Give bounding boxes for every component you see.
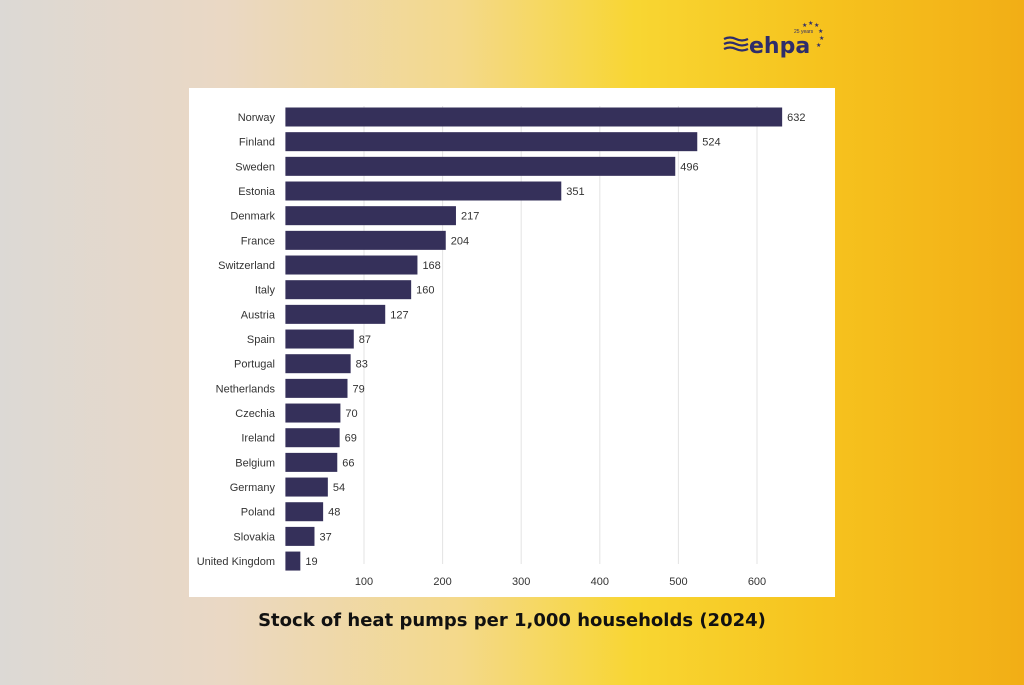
category-label: Netherlands (216, 383, 276, 395)
data-label: 79 (352, 383, 364, 395)
bar (285, 255, 418, 275)
x-tick-label: 300 (512, 576, 530, 588)
data-label: 217 (461, 211, 479, 223)
bar (285, 230, 446, 250)
category-label: Germany (230, 482, 276, 494)
category-label: Ireland (241, 433, 275, 445)
data-label: 54 (333, 482, 345, 494)
svg-text:★: ★ (819, 35, 824, 42)
bar (285, 551, 301, 571)
svg-text:★: ★ (814, 22, 819, 29)
category-label: Portugal (234, 359, 275, 371)
category-label: Slovakia (233, 531, 275, 543)
bar (285, 452, 338, 472)
data-label: 87 (359, 334, 371, 346)
category-label: Italy (255, 285, 276, 297)
chart-caption: Stock of heat pumps per 1,000 households… (258, 610, 766, 631)
bar (285, 206, 456, 226)
data-label: 83 (356, 359, 368, 371)
svg-text:★: ★ (818, 28, 823, 35)
category-label: Denmark (230, 211, 275, 223)
category-label: Austria (241, 309, 276, 321)
category-label: Spain (247, 334, 275, 346)
data-label: 66 (342, 457, 354, 469)
bar (285, 329, 354, 349)
data-label: 524 (702, 137, 720, 149)
x-tick-label: 600 (748, 576, 766, 588)
category-label: Estonia (238, 186, 276, 198)
data-label: 632 (787, 112, 805, 124)
data-label: 70 (345, 408, 357, 420)
bar (285, 354, 351, 374)
data-label: 69 (345, 433, 357, 445)
category-label: Czechia (235, 408, 276, 420)
bar (285, 378, 348, 398)
data-label: 37 (319, 531, 331, 543)
data-label: 168 (422, 260, 440, 272)
data-label: 160 (416, 285, 434, 297)
bar-chart: 100 200 300 400 500 600 Norway 632 Finland 524 Swe… (197, 106, 806, 588)
bar (285, 181, 562, 201)
x-tick-label: 400 (591, 576, 609, 588)
bar (285, 107, 783, 127)
bar (285, 156, 676, 176)
svg-text:★: ★ (808, 20, 813, 27)
bar (285, 477, 328, 497)
category-label: France (241, 235, 275, 247)
svg-text:★: ★ (816, 42, 821, 49)
x-tick-label: 100 (355, 576, 373, 588)
category-label: Switzerland (218, 260, 275, 272)
svg-text:★: ★ (802, 22, 807, 29)
data-label: 48 (328, 507, 340, 519)
category-label: Sweden (235, 161, 275, 173)
category-label: Norway (238, 112, 276, 124)
bar (285, 502, 324, 522)
data-label: 19 (305, 556, 317, 568)
svg-text:ehpa: ehpa (749, 34, 810, 59)
data-label: 204 (451, 235, 469, 247)
bar (285, 428, 340, 448)
x-tick-label: 500 (669, 576, 687, 588)
bar (285, 280, 412, 300)
x-tick-label: 200 (433, 576, 451, 588)
category-label: Poland (241, 507, 275, 519)
data-label: 127 (390, 309, 408, 321)
bar (285, 304, 386, 324)
svg-text:25 years: 25 years (794, 29, 814, 35)
bar (285, 132, 698, 152)
chart-panel: 100 200 300 400 500 600 Norway 632 Finland 524 Swe… (189, 88, 835, 597)
category-label: Finland (239, 137, 275, 149)
data-label: 351 (566, 186, 584, 198)
ehpa-logo: ehpa 25 years ★ ★ ★ ★★★ (723, 20, 824, 59)
bar (285, 526, 315, 546)
data-label: 496 (680, 161, 698, 173)
bar (285, 403, 341, 423)
category-label: United Kingdom (197, 556, 275, 568)
category-label: Belgium (235, 457, 275, 469)
